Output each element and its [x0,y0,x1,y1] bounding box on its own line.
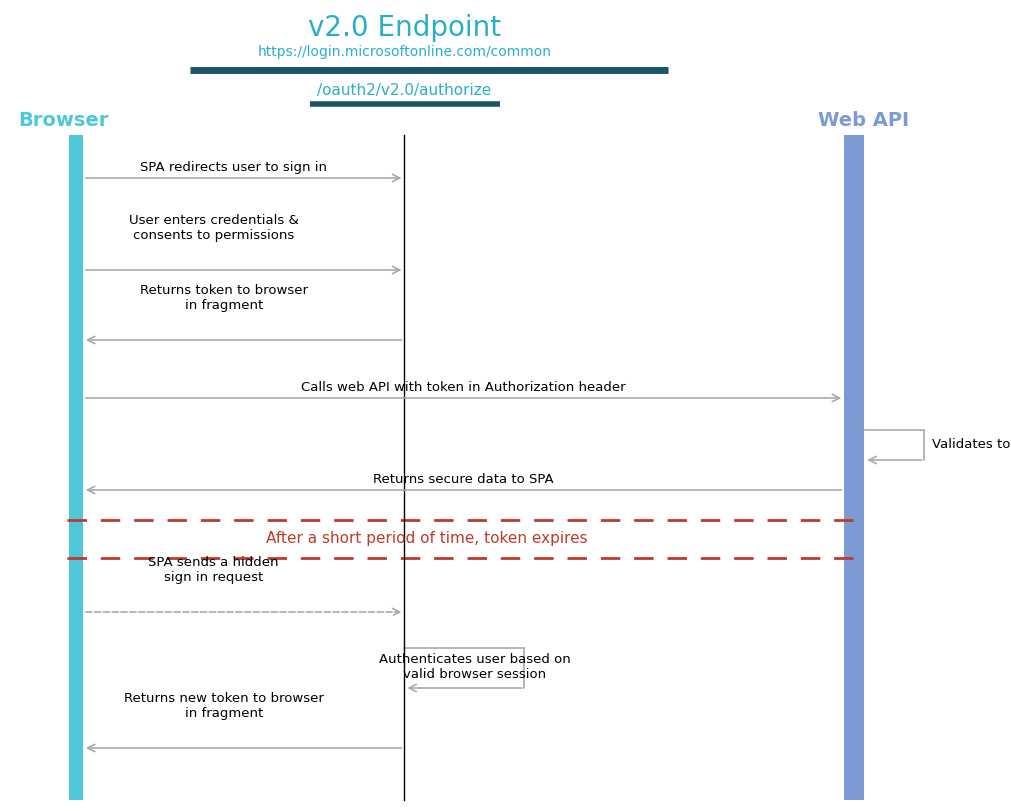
Text: Validates token: Validates token [932,439,1011,452]
Bar [69,135,83,800]
Text: After a short period of time, token expires: After a short period of time, token expi… [266,531,587,547]
Text: Returns new token to browser
in fragment: Returns new token to browser in fragment [123,692,324,720]
Text: User enters credentials &
consents to permissions: User enters credentials & consents to pe… [128,214,298,242]
Text: /oauth2/v2.0/authorize: /oauth2/v2.0/authorize [317,83,491,97]
Text: v2.0 Endpoint: v2.0 Endpoint [307,14,501,42]
Text: Returns secure data to SPA: Returns secure data to SPA [373,473,554,486]
Text: SPA redirects user to sign in: SPA redirects user to sign in [141,161,328,174]
Text: Calls web API with token in Authorization header: Calls web API with token in Authorizatio… [301,381,626,394]
Text: Browser: Browser [18,110,108,130]
Text: Returns token to browser
in fragment: Returns token to browser in fragment [140,284,307,312]
Text: Authenticates user based on
valid browser session: Authenticates user based on valid browse… [378,653,570,681]
Bar [844,135,864,800]
Text: SPA sends a hidden
sign in request: SPA sends a hidden sign in request [149,556,279,584]
Text: Web API: Web API [818,110,909,130]
Text: https://login.microsoftonline.com/common: https://login.microsoftonline.com/common [258,45,551,59]
